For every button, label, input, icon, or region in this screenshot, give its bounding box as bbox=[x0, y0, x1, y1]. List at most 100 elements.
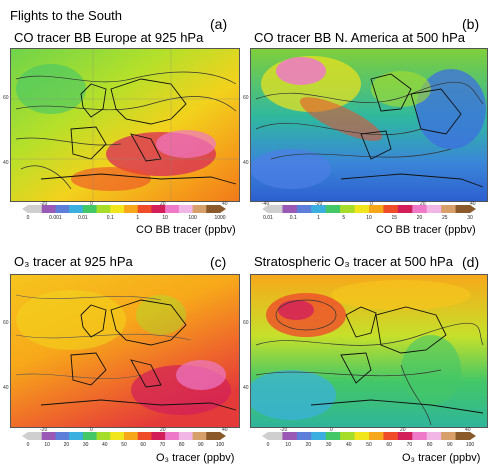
panel-b-label: (b) bbox=[462, 16, 480, 32]
lat-tick: 60 bbox=[3, 320, 9, 326]
colorbar-swatch bbox=[82, 205, 98, 213]
colorbar-swatch bbox=[178, 205, 194, 213]
map-c-field bbox=[11, 275, 239, 427]
colorbar-swatch bbox=[325, 205, 341, 213]
colorbar-swatch bbox=[96, 432, 111, 440]
lon-tick: 40 bbox=[465, 427, 471, 433]
colorbar-arrow-low bbox=[262, 432, 268, 440]
colorbar-swatch bbox=[151, 205, 166, 213]
colorbar-swatch bbox=[110, 205, 125, 213]
colorbar-swatch bbox=[137, 432, 152, 440]
colorbar-swatch bbox=[412, 432, 428, 440]
colorbar-tick-label: 80 bbox=[178, 442, 185, 448]
colorbar-d-label: O₃ tracer (ppbv) bbox=[402, 452, 481, 464]
lon-tick: 20 bbox=[160, 201, 166, 207]
colorbar-swatch bbox=[268, 432, 283, 440]
colorbar-tick-label: 70 bbox=[406, 442, 413, 448]
colorbar-tick-label: 0 bbox=[266, 442, 270, 448]
colorbar-swatch bbox=[124, 205, 139, 213]
colorbar-tick-label: 0.1 bbox=[289, 215, 297, 221]
lat-tick: 40 bbox=[3, 160, 9, 166]
colorbar-swatch bbox=[383, 205, 399, 213]
colorbar-a-label: CO BB tracer (ppbv) bbox=[136, 224, 236, 236]
colorbar-swatch bbox=[96, 205, 111, 213]
colorbar-tick-label: 5 bbox=[342, 215, 346, 221]
colorbar-swatch bbox=[354, 432, 370, 440]
colorbar-tick-label: 10 bbox=[162, 215, 168, 221]
map-d-field bbox=[251, 275, 487, 427]
colorbar-tick-label: 30 bbox=[467, 215, 473, 221]
colorbar-tick-label: 100 bbox=[465, 442, 475, 448]
lon-tick: 20 bbox=[420, 201, 426, 207]
colorbar-swatch bbox=[311, 432, 327, 440]
colorbar-swatch bbox=[383, 432, 399, 440]
colorbar-tick-label: 0.001 bbox=[49, 215, 62, 221]
colorbar-swatch bbox=[282, 432, 298, 440]
colorbar-swatch bbox=[282, 205, 298, 213]
colorbar-d bbox=[262, 432, 476, 440]
colorbar-arrow-low bbox=[22, 205, 28, 213]
colorbar-tick-label: 1 bbox=[136, 215, 140, 221]
colorbar-swatch bbox=[192, 205, 207, 213]
map-panel-b bbox=[250, 48, 488, 202]
colorbar-swatch bbox=[340, 205, 356, 213]
colorbar-swatch bbox=[41, 205, 56, 213]
colorbar-tick-label: 90 bbox=[447, 442, 453, 448]
colorbar-swatch bbox=[325, 432, 341, 440]
colorbar-swatch bbox=[426, 205, 442, 213]
lon-tick: -20 bbox=[40, 427, 48, 433]
colorbar-swatch bbox=[124, 432, 139, 440]
colorbar-swatch bbox=[192, 432, 207, 440]
colorbar-swatch bbox=[455, 205, 471, 213]
colorbar-swatch bbox=[397, 432, 413, 440]
colorbar-tick-label: 25 bbox=[441, 215, 448, 221]
lon-tick: 40 bbox=[222, 201, 228, 207]
lat-tick: 60 bbox=[3, 95, 9, 101]
lat-tick: 40 bbox=[3, 385, 9, 391]
panel-b-title: CO tracer BB N. America at 500 hPa bbox=[254, 30, 465, 45]
colorbar-swatch bbox=[268, 205, 283, 213]
colorbar-a bbox=[22, 205, 226, 213]
colorbar-tick-label: 20 bbox=[305, 442, 312, 448]
colorbar-tick-label: 30 bbox=[82, 442, 89, 448]
lon-tick: 0 bbox=[90, 201, 93, 207]
colorbar-tick-label: 1000 bbox=[214, 215, 226, 221]
lon-tick: 0 bbox=[370, 201, 373, 207]
colorbar-tick-label: 0.1 bbox=[106, 215, 114, 221]
colorbar-tick-label: 90 bbox=[198, 442, 204, 448]
colorbar-tick-label: 40 bbox=[102, 442, 108, 448]
panel-a-title: CO tracer BB Europe at 925 hPa bbox=[14, 30, 204, 45]
map-b-field bbox=[251, 49, 487, 201]
lon-tick: -40 bbox=[262, 201, 270, 207]
panel-d-title: Stratospheric O₃ tracer at 500 hPa bbox=[254, 254, 453, 269]
colorbar-swatch bbox=[55, 432, 70, 440]
colorbar-b-label: CO BB tracer (ppbv) bbox=[376, 224, 476, 236]
panel-d-label: (d) bbox=[462, 254, 480, 270]
colorbar-tick-label: 60 bbox=[386, 442, 392, 448]
lon-tick: 0 bbox=[330, 427, 333, 433]
colorbar-arrow-high bbox=[470, 205, 476, 213]
colorbar-tick-label: 30 bbox=[325, 442, 332, 448]
map-a-field bbox=[11, 49, 239, 201]
colorbar-swatch bbox=[369, 205, 384, 213]
colorbar-tick-label: 0 bbox=[26, 215, 30, 221]
colorbar-swatch bbox=[426, 432, 442, 440]
colorbar-tick-label: 60 bbox=[140, 442, 146, 448]
colorbar-tick-label: 100 bbox=[188, 215, 197, 221]
lon-tick: 40 bbox=[470, 201, 476, 207]
panel-c-title: O₃ tracer at 925 hPa bbox=[14, 254, 133, 269]
colorbar-swatch bbox=[165, 205, 180, 213]
colorbar-swatch bbox=[412, 205, 428, 213]
figure-title: Flights to the South bbox=[10, 8, 123, 23]
colorbar-swatch bbox=[354, 205, 370, 213]
colorbar-swatch bbox=[151, 432, 166, 440]
lon-tick: 20 bbox=[160, 427, 166, 433]
colorbar-swatch bbox=[311, 205, 327, 213]
colorbar-swatch bbox=[110, 432, 125, 440]
lon-tick: 40 bbox=[222, 427, 228, 433]
lat-tick: 40 bbox=[243, 160, 249, 166]
colorbar-swatch bbox=[455, 432, 471, 440]
colorbar-swatch bbox=[41, 432, 56, 440]
colorbar-tick-label: 20 bbox=[416, 215, 423, 221]
colorbar-tick-label: 80 bbox=[426, 442, 433, 448]
